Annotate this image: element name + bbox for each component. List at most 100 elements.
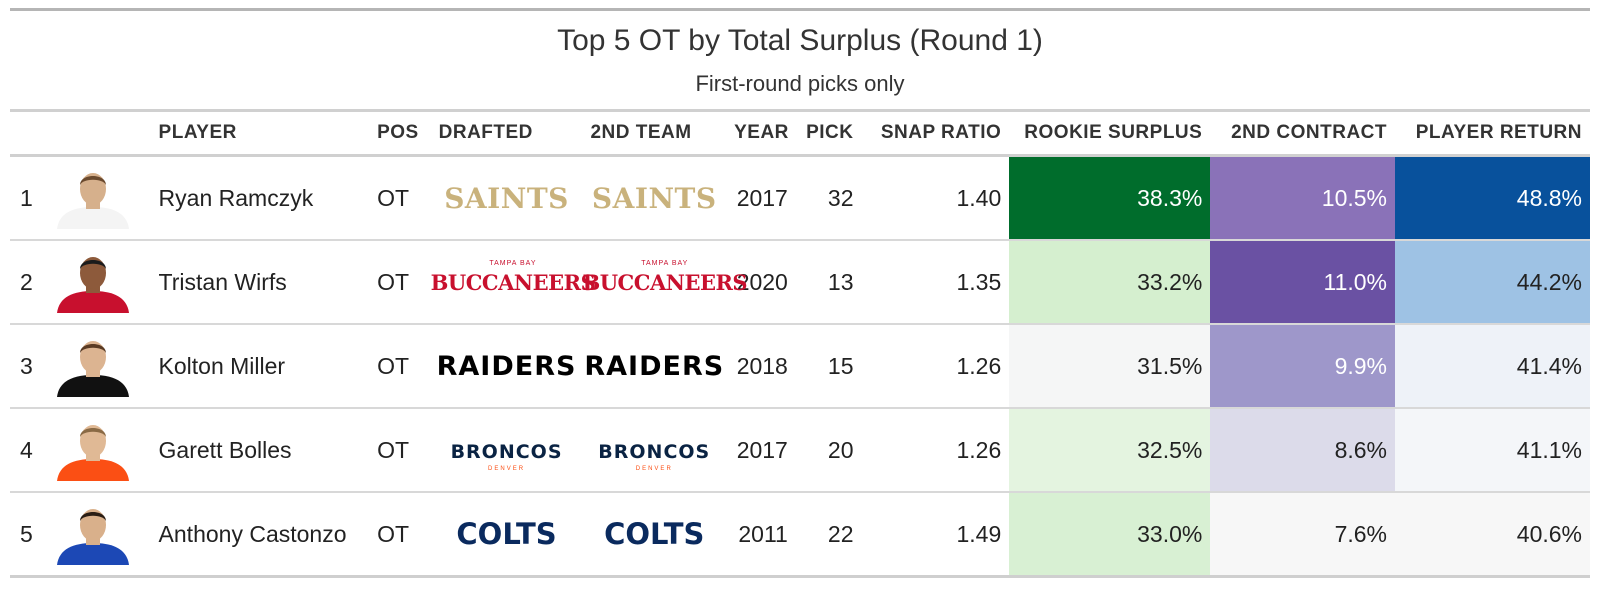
- team-logo-sub: DENVER: [635, 465, 673, 472]
- headshot-cell: [51, 408, 151, 492]
- headshot-cell: [51, 324, 151, 408]
- year-cell: 2011: [738, 520, 788, 547]
- pos-cell: OT: [377, 520, 410, 547]
- year-cell: 2020: [736, 268, 788, 295]
- snap-ratio-cell: 1.49: [956, 520, 1002, 547]
- rank-cell: 3: [20, 352, 33, 379]
- team-logo-sub: TAMPA BAY: [641, 259, 689, 267]
- rookie-surplus-cell: 33.2%: [1009, 240, 1211, 324]
- table-row: 3 Kolton Miller OT RAIDERS RAIDERS 2018 15 1.26…: [10, 324, 1590, 408]
- chart-title: Top 5 OT by Total Surplus (Round 1): [557, 24, 1043, 57]
- pick-cell: 20: [827, 436, 854, 463]
- team-logo-text: BRONCOS: [450, 440, 563, 463]
- player-headshot-icon: [57, 173, 130, 229]
- team-logo-text: COLTS: [456, 517, 557, 551]
- team-logo-text: BUCCANEERS: [582, 269, 748, 295]
- player-return-cell: 41.4%: [1395, 324, 1590, 408]
- year-cell: 2017: [736, 184, 788, 211]
- player-headshot-icon: [57, 509, 130, 565]
- pos-cell: OT: [377, 352, 410, 379]
- snap-ratio-cell: 1.26: [956, 436, 1002, 463]
- second-contract-cell: 10.5%: [1210, 155, 1395, 240]
- table-body: 1 Ryan Ramczyk OT SAINTS SAINTS 2017 32 1.40 38.…: [10, 155, 1590, 577]
- drafted-team-cell: COLTS: [431, 492, 583, 577]
- second-contract-cell: 11.0%: [1210, 240, 1395, 324]
- year-cell: 2018: [736, 352, 788, 379]
- snap-ratio-cell: 1.40: [956, 184, 1002, 211]
- col-header-snap-ratio: SNAP RATIO: [880, 122, 1002, 143]
- col-header-player: PLAYER: [158, 122, 237, 143]
- player-name-cell: Garett Bolles: [158, 436, 292, 463]
- rookie-surplus-cell: 31.5%: [1009, 324, 1211, 408]
- team-logo-text: RAIDERS: [436, 350, 577, 382]
- player-name-cell: Tristan Wirfs: [158, 268, 287, 295]
- rookie-surplus-cell: 32.5%: [1009, 408, 1211, 492]
- player-name-cell: Anthony Castonzo: [158, 520, 347, 547]
- rank-cell: 1: [20, 184, 33, 211]
- col-header-pick: PICK: [806, 122, 854, 143]
- header-row: PLAYER POS DRAFTED 2ND TEAM YEAR PICK SN…: [10, 110, 1590, 156]
- year-cell: 2017: [736, 436, 788, 463]
- col-header-2nd-team: 2ND TEAM: [590, 122, 692, 143]
- team-logo-text: BUCCANEERS: [430, 269, 596, 295]
- team-logo-text: SAINTS: [591, 181, 717, 215]
- drafted-team-cell: RAIDERS: [431, 324, 583, 408]
- top-rule: [10, 8, 1590, 11]
- player-name-cell: Ryan Ramczyk: [158, 184, 314, 211]
- headshot-cell: [51, 492, 151, 577]
- col-header-rookie-surplus: ROOKIE SURPLUS: [1024, 122, 1203, 143]
- chart-subtitle: First-round picks only: [695, 71, 905, 96]
- pos-cell: OT: [377, 436, 410, 463]
- table-card: Top 5 OT by Total Surplus (Round 1) Firs…: [10, 8, 1590, 578]
- pick-cell: 32: [827, 184, 854, 211]
- col-header-drafted: DRAFTED: [438, 122, 533, 143]
- pick-cell: 22: [827, 520, 854, 547]
- team-logo-text: RAIDERS: [584, 350, 725, 382]
- drafted-team-cell: BRONCOS DENVER: [431, 408, 583, 492]
- player-return-cell: 40.6%: [1395, 492, 1590, 577]
- table-row: 5 Anthony Castonzo OT COLTS COLTS 2011 22 1.49 3…: [10, 492, 1590, 577]
- snap-ratio-cell: 1.26: [956, 352, 1002, 379]
- rookie-surplus-cell: 38.3%: [1009, 155, 1211, 240]
- second-contract-cell: 9.9%: [1210, 324, 1395, 408]
- pos-cell: OT: [377, 268, 410, 295]
- player-headshot-icon: [57, 257, 130, 313]
- second-team-cell: BRONCOS DENVER: [582, 408, 726, 492]
- surplus-table: PLAYER POS DRAFTED 2ND TEAM YEAR PICK SN…: [10, 109, 1590, 578]
- rank-cell: 2: [20, 268, 33, 295]
- player-return-cell: 48.8%: [1395, 155, 1590, 240]
- col-header-player-return: PLAYER RETURN: [1415, 122, 1582, 143]
- table-row: 1 Ryan Ramczyk OT SAINTS SAINTS 2017 32 1.40 38.…: [10, 155, 1590, 241]
- team-logo-sub: DENVER: [488, 465, 526, 472]
- rookie-surplus-cell: 33.0%: [1009, 492, 1211, 577]
- col-header-rank: [10, 111, 51, 156]
- player-headshot-icon: [57, 425, 130, 481]
- pick-cell: 15: [827, 352, 854, 379]
- team-logo: BRONCOS DENVER: [598, 437, 711, 472]
- team-logo-text: BRONCOS: [598, 440, 711, 463]
- col-header-year: YEAR: [734, 122, 789, 143]
- second-team-cell: TAMPA BAY BUCCANEERS: [582, 240, 747, 324]
- second-team-cell: COLTS: [582, 492, 726, 577]
- player-headshot-icon: [57, 341, 130, 397]
- col-header-2nd-contract: 2ND CONTRACT: [1231, 122, 1387, 143]
- headshot-cell: [51, 156, 151, 241]
- team-logo-text: SAINTS: [444, 181, 569, 215]
- pos-cell: OT: [377, 184, 410, 211]
- team-logo: TAMPA BAY BUCCANEERS: [582, 260, 748, 296]
- col-header-headshot: [51, 111, 151, 156]
- drafted-team-cell: TAMPA BAY BUCCANEERS: [431, 240, 596, 324]
- second-contract-cell: 7.6%: [1210, 492, 1395, 577]
- drafted-team-cell: SAINTS: [431, 156, 583, 241]
- player-return-cell: 44.2%: [1395, 240, 1590, 324]
- team-logo-text: COLTS: [604, 517, 705, 551]
- team-logo: TAMPA BAY BUCCANEERS: [430, 260, 596, 296]
- player-return-cell: 41.1%: [1395, 408, 1590, 492]
- snap-ratio-cell: 1.35: [956, 268, 1002, 295]
- rank-cell: 5: [20, 520, 33, 547]
- pick-cell: 13: [827, 268, 854, 295]
- team-logo-sub: TAMPA BAY: [489, 259, 537, 267]
- second-contract-cell: 8.6%: [1210, 408, 1395, 492]
- team-logo: BRONCOS DENVER: [450, 437, 563, 472]
- table-row: 4 Garett Bolles OT BRONCOS DENVER BRONCOS DENV…: [10, 408, 1590, 492]
